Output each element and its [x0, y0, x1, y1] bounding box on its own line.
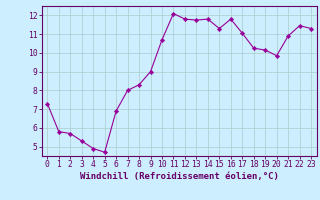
X-axis label: Windchill (Refroidissement éolien,°C): Windchill (Refroidissement éolien,°C): [80, 172, 279, 181]
